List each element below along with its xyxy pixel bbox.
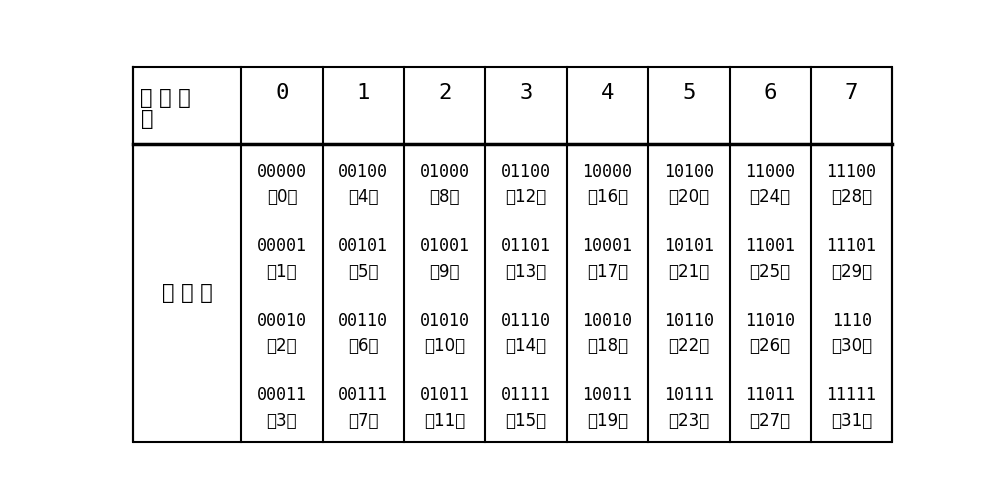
Text: 01000: 01000 (420, 163, 470, 181)
Text: （29）: （29） (831, 263, 872, 281)
Text: （7）: （7） (348, 411, 379, 430)
Text: 00010: 00010 (257, 312, 307, 330)
Text: 11000: 11000 (745, 163, 795, 181)
Text: （23）: （23） (668, 411, 709, 430)
Text: （11）: （11） (424, 411, 465, 430)
Text: 0: 0 (275, 83, 289, 104)
Text: （2）: （2） (267, 337, 297, 355)
Text: 5: 5 (682, 83, 696, 104)
Text: （13）: （13） (505, 263, 547, 281)
Text: （24）: （24） (750, 188, 791, 206)
Text: 00100: 00100 (338, 163, 388, 181)
Text: （6）: （6） (348, 337, 379, 355)
Text: 3: 3 (519, 83, 533, 104)
Text: （8）: （8） (429, 188, 460, 206)
Text: 10111: 10111 (664, 386, 714, 404)
Text: （1）: （1） (267, 263, 297, 281)
Text: 11001: 11001 (745, 237, 795, 256)
Text: 01101: 01101 (501, 237, 551, 256)
Text: （30）: （30） (831, 337, 872, 355)
Text: 11111: 11111 (827, 386, 877, 404)
Text: （12）: （12） (505, 188, 547, 206)
Text: 11101: 11101 (827, 237, 877, 256)
Text: 01100: 01100 (501, 163, 551, 181)
Text: 进 程 编: 进 程 编 (140, 88, 191, 108)
Text: 01001: 01001 (420, 237, 470, 256)
Text: 10010: 10010 (582, 312, 632, 330)
Text: （0）: （0） (267, 188, 297, 206)
Text: 00000: 00000 (257, 163, 307, 181)
Text: 10110: 10110 (664, 312, 714, 330)
Text: 00011: 00011 (257, 386, 307, 404)
Text: 10101: 10101 (664, 237, 714, 256)
Text: （26）: （26） (750, 337, 791, 355)
Text: （25）: （25） (750, 263, 791, 281)
Text: 4: 4 (601, 83, 614, 104)
Text: （31）: （31） (831, 411, 872, 430)
Text: 6: 6 (764, 83, 777, 104)
Text: 1: 1 (357, 83, 370, 104)
Text: （28）: （28） (831, 188, 872, 206)
Text: 10100: 10100 (664, 163, 714, 181)
Text: 2: 2 (438, 83, 451, 104)
Text: 01110: 01110 (501, 312, 551, 330)
Text: 10000: 10000 (582, 163, 632, 181)
Text: 7: 7 (845, 83, 858, 104)
Text: （16）: （16） (587, 188, 628, 206)
Text: 01011: 01011 (420, 386, 470, 404)
Text: 10011: 10011 (582, 386, 632, 404)
Text: （20）: （20） (668, 188, 709, 206)
Text: （27）: （27） (750, 411, 791, 430)
Text: 1110: 1110 (832, 312, 872, 330)
Text: 号: 号 (140, 109, 153, 129)
Text: （18）: （18） (587, 337, 628, 355)
Text: 10001: 10001 (582, 237, 632, 256)
Text: （4）: （4） (348, 188, 379, 206)
Text: （15）: （15） (506, 411, 547, 430)
Text: 11100: 11100 (827, 163, 877, 181)
Text: 11010: 11010 (745, 312, 795, 330)
Text: 量 子 态: 量 子 态 (162, 283, 212, 302)
Text: 11011: 11011 (745, 386, 795, 404)
Text: 01111: 01111 (501, 386, 551, 404)
Text: 00101: 00101 (338, 237, 388, 256)
Text: （14）: （14） (506, 337, 547, 355)
Text: 01010: 01010 (420, 312, 470, 330)
Text: （22）: （22） (668, 337, 709, 355)
Text: （21）: （21） (668, 263, 709, 281)
Text: （5）: （5） (348, 263, 379, 281)
Text: 00111: 00111 (338, 386, 388, 404)
Text: （3）: （3） (267, 411, 297, 430)
Text: （9）: （9） (429, 263, 460, 281)
Text: （10）: （10） (424, 337, 465, 355)
Text: （17）: （17） (587, 263, 628, 281)
Text: 00110: 00110 (338, 312, 388, 330)
Text: （19）: （19） (587, 411, 628, 430)
Text: 00001: 00001 (257, 237, 307, 256)
